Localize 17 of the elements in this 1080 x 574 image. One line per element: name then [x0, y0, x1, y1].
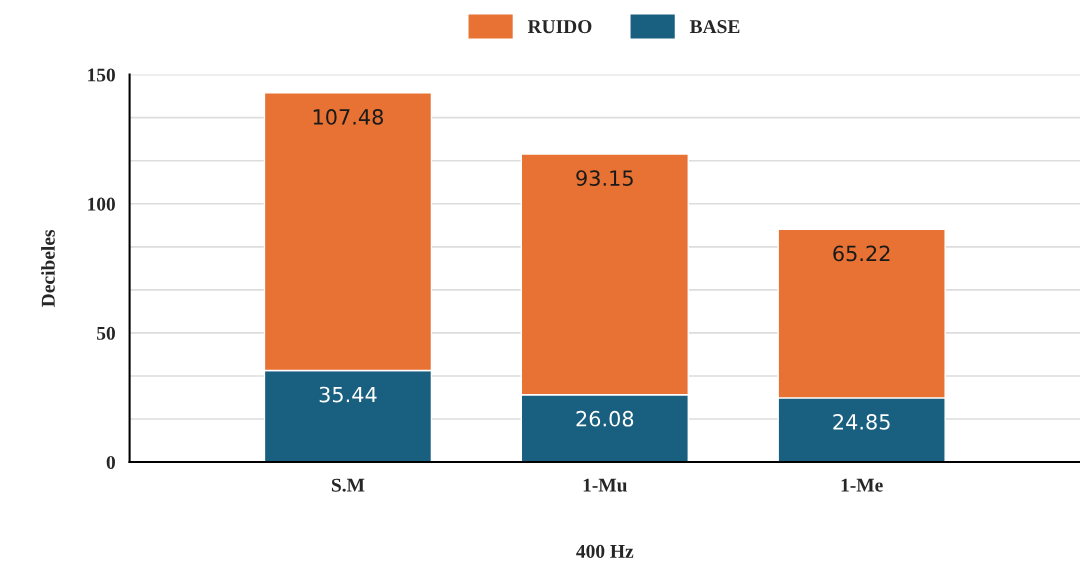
data-label: 107.48	[313, 109, 383, 125]
data-label: 35.44	[319, 386, 377, 403]
x-tick-label: S.M	[331, 478, 365, 492]
legend-label: BASE	[689, 20, 740, 34]
data-label: 93.15	[576, 170, 633, 186]
y-tick-label: 50	[97, 326, 115, 340]
y-tick-label: 0	[106, 455, 115, 470]
data-label: 26.08	[576, 410, 634, 427]
y-axis-title: Decibeles	[41, 229, 55, 307]
x-axis-title: 400 Hz	[576, 544, 634, 558]
legend-label: RUIDO	[527, 20, 592, 34]
y-tick-label: 100	[88, 197, 115, 211]
y-tick-label: 150	[88, 68, 115, 82]
x-tick-label: 1-Me	[841, 478, 883, 492]
data-label: 65.22	[833, 245, 890, 262]
data-label: 24.85	[833, 414, 890, 430]
x-tick-label: 1-Mu	[583, 478, 627, 492]
